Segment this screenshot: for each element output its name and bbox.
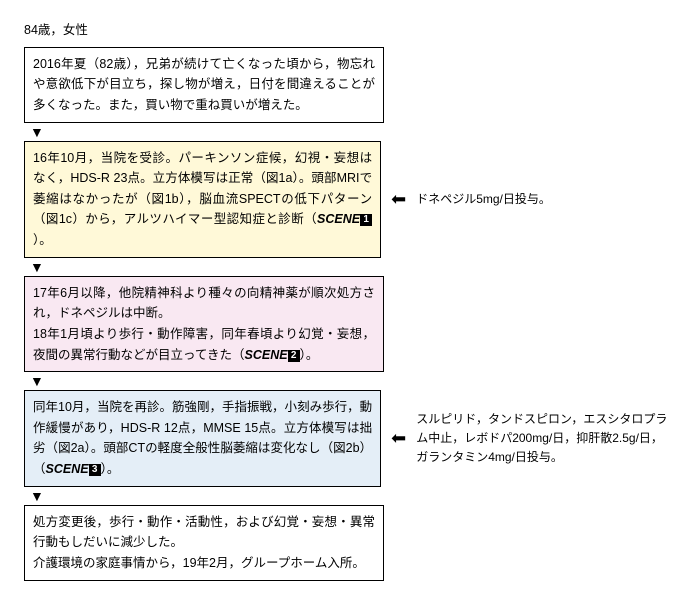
down-arrow-icon: ▼ [30, 374, 674, 388]
flow-box-4: 同年10月，当院を再診。筋強剛，手指振戦，小刻み歩行，動作緩慢があり，HDS-R… [24, 390, 381, 487]
patient-heading: 84歳，女性 [24, 20, 674, 41]
scene-label: SCENE [46, 462, 89, 476]
flow-box-1: 2016年夏（82歳），兄弟が続けて亡くなった頃から，物忘れや意欲低下が目立ち，… [24, 47, 384, 123]
flow-row: 17年6月以降，他院精神科より種々の向精神薬が順次処方され，ドネペジルは中断。 … [24, 276, 674, 373]
box-text-after: ）。 [33, 233, 52, 247]
box-text-after: ）。 [101, 462, 120, 476]
scene-number: 2 [288, 350, 300, 362]
side-note: ドネペジル5mg/日投与。 [416, 190, 674, 209]
box-text-after: ）。 [300, 348, 319, 362]
flow-box-5: 処方変更後，歩行・動作・活動性，および幻覚・妄想・異常行動もしだいに減少した。 … [24, 505, 384, 581]
flow-box-2: 16年10月，当院を受診。パーキンソン症候，幻視・妄想はなく，HDS-R 23点… [24, 141, 381, 258]
scene-number: 1 [360, 214, 372, 226]
flow-row: 同年10月，当院を再診。筋強剛，手指振戦，小刻み歩行，動作緩慢があり，HDS-R… [24, 390, 674, 487]
down-arrow-icon: ▼ [30, 489, 674, 503]
flow-row: 16年10月，当院を受診。パーキンソン症候，幻視・妄想はなく，HDS-R 23点… [24, 141, 674, 258]
down-arrow-icon: ▼ [30, 260, 674, 274]
side-note: スルピリド，タンドスピロン，エスシタロプラム中止，レボドパ200mg/日，抑肝散… [416, 410, 674, 466]
flow-box-3: 17年6月以降，他院精神科より種々の向精神薬が順次処方され，ドネペジルは中断。 … [24, 276, 384, 373]
flow-row: 処方変更後，歩行・動作・活動性，および幻覚・妄想・異常行動もしだいに減少した。 … [24, 505, 674, 581]
flow-row: 2016年夏（82歳），兄弟が続けて亡くなった頃から，物忘れや意欲低下が目立ち，… [24, 47, 674, 123]
left-arrow-icon: ⬅ [389, 190, 408, 208]
scene-label: SCENE [245, 348, 288, 362]
scene-number: 3 [89, 464, 101, 476]
flow-diagram: 84歳，女性 2016年夏（82歳），兄弟が続けて亡くなった頃から，物忘れや意欲… [24, 20, 674, 581]
scene-label: SCENE [317, 212, 360, 226]
box-text: 処方変更後，歩行・動作・活動性，および幻覚・妄想・異常行動もしだいに減少した。 … [33, 515, 375, 570]
box-text: 17年6月以降，他院精神科より種々の向精神薬が順次処方され，ドネペジルは中断。 … [33, 286, 375, 362]
box-text: 2016年夏（82歳），兄弟が続けて亡くなった頃から，物忘れや意欲低下が目立ち，… [33, 57, 375, 112]
left-arrow-icon: ⬅ [389, 429, 408, 447]
down-arrow-icon: ▼ [30, 125, 674, 139]
